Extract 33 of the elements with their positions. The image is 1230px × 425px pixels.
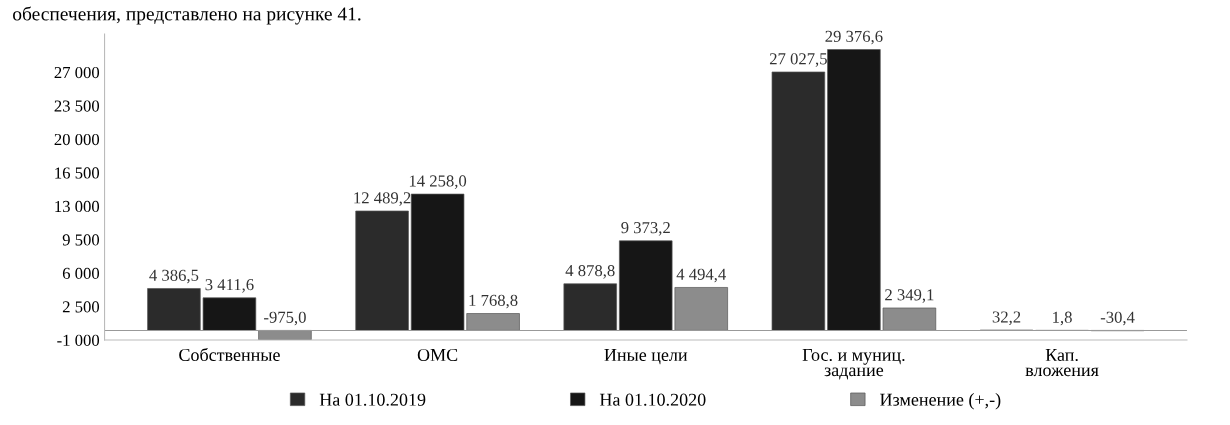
x-tick-label: Гос. и муниц. задание [802, 348, 905, 380]
y-tick-label: 6 000 [62, 267, 100, 280]
x-tick-label: ОМС [417, 348, 458, 362]
data-label: 12 489,2 [354, 192, 411, 206]
y-tick-label: 2 500 [62, 301, 100, 313]
y-tick-label: 20 000 [54, 133, 100, 146]
data-label: 27 027,5 [769, 53, 827, 67]
data-label: 4 494,4 [676, 268, 726, 283]
data-label: -30,4 [1100, 311, 1135, 326]
data-label: 9 373,2 [621, 222, 670, 236]
legend-label: На 01.10.2019 [319, 393, 426, 406]
data-label: 1 768,8 [469, 294, 518, 309]
y-tick-label: 16 500 [55, 167, 100, 179]
x-tick-label: Собственные [179, 347, 280, 362]
x-tick-label: Иные цели [604, 349, 688, 365]
x-tick-label: Кап. вложения [1025, 349, 1099, 377]
y-tick-label: 23 500 [54, 100, 100, 112]
y-tick-label: 9 500 [62, 234, 100, 246]
data-label: 4 878,8 [565, 264, 615, 279]
legend-label: На 01.10.2020 [599, 393, 706, 406]
data-label: 32,2 [992, 311, 1021, 325]
data-label: -975,0 [264, 311, 306, 326]
data-label: 2 349,1 [885, 289, 934, 303]
data-label: 1,8 [1053, 311, 1072, 326]
data-label: 29 376,6 [825, 30, 883, 45]
data-label: 14 258,0 [409, 175, 467, 189]
y-tick-label: 13 000 [55, 200, 100, 213]
y-tick-label: -1 000 [57, 334, 100, 346]
data-label: 3 411,6 [205, 279, 254, 293]
legend-label: Изменение (+,-) [880, 393, 1001, 410]
data-label: 4 386,5 [149, 269, 199, 284]
text: обеспечения, представлено на рисунке 41. [13, 6, 361, 25]
y-tick-label: 27 000 [54, 66, 100, 79]
